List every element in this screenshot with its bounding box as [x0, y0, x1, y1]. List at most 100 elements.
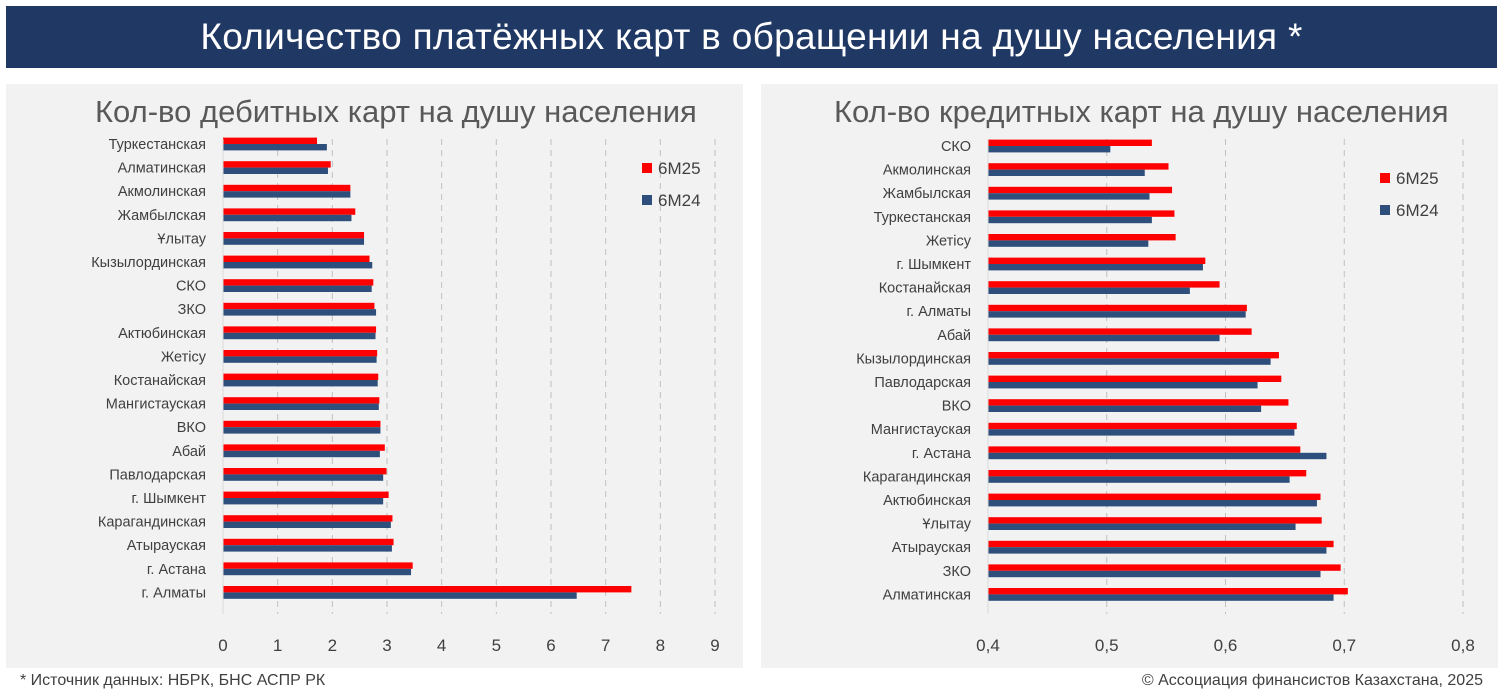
legend-label-6М25: 6М25: [1396, 169, 1439, 188]
legend-swatch-6М25: [1380, 173, 1390, 183]
category-label: ВКО: [177, 420, 206, 436]
category-label: Туркестанская: [109, 137, 206, 153]
bar-6М24: [223, 191, 351, 198]
legend-label-6М25: 6М25: [658, 159, 701, 178]
bar-6М24: [988, 547, 1327, 554]
bar-6М25: [223, 279, 374, 286]
bar-6М25: [223, 586, 632, 593]
bar-6М25: [988, 399, 1289, 406]
bar-6М25: [988, 422, 1297, 430]
category-label: Карагандинская: [98, 515, 206, 531]
bar-6М24: [988, 264, 1203, 271]
bar-6М24: [223, 427, 381, 434]
x-tick-label: 4: [437, 636, 446, 655]
bar-6М24: [223, 144, 327, 151]
bar-6М25: [988, 375, 1282, 382]
bar-6М24: [988, 287, 1190, 294]
category-label: Жетісу: [926, 233, 972, 249]
bar-6М25: [988, 446, 1301, 453]
bar-6М24: [988, 452, 1327, 460]
bar-6М25: [988, 281, 1220, 288]
bar-6М25: [988, 304, 1247, 312]
category-label: Павлодарская: [874, 375, 971, 391]
legend-swatch-6М24: [1380, 205, 1390, 215]
category-label: Жамбылская: [883, 186, 971, 202]
bar-6М25: [988, 564, 1341, 571]
category-label: Алматинская: [883, 587, 971, 603]
category-label: Жетісу: [161, 349, 207, 365]
bar-6М25: [988, 186, 1173, 194]
bar-6М25: [223, 137, 318, 144]
bar-6М24: [988, 169, 1145, 176]
category-label: г. Астана: [912, 446, 972, 462]
debit-chart: Кол-во дебитных карт на душу населения 0 1…: [91, 94, 720, 655]
credit-chart-panel: Кол-во кредитных карт на душу населения 0…: [761, 84, 1498, 668]
x-tick-label: 3: [382, 636, 391, 655]
category-label: г. Алматы: [142, 585, 207, 601]
debit-chart-panel: Кол-во дебитных карт на душу населения 0 1…: [6, 84, 743, 668]
x-tick-label: 0,8: [1451, 636, 1475, 655]
bar-6М25: [223, 208, 356, 215]
category-label: Ұлытау: [157, 231, 206, 247]
x-tick-label: 6: [546, 636, 555, 655]
category-label: Карагандинская: [863, 469, 971, 485]
bar-6М25: [223, 232, 365, 239]
bar-6М24: [223, 238, 365, 245]
bar-6М24: [988, 476, 1290, 483]
category-label: СКО: [941, 139, 971, 155]
bar-6М25: [988, 163, 1169, 170]
category-label: Абай: [172, 444, 206, 460]
bar-6М25: [223, 538, 394, 546]
category-label: Костанайская: [879, 281, 971, 297]
x-tick-label: 0,5: [1095, 636, 1119, 655]
bar-6М25: [988, 352, 1279, 359]
category-label: ВКО: [942, 399, 971, 415]
category-label: Костанайская: [114, 373, 206, 389]
bar-6М25: [988, 210, 1175, 217]
bar-6М24: [223, 498, 384, 505]
bar-6М24: [223, 285, 372, 292]
bar-6М24: [223, 521, 391, 528]
chart-title: Кол-во кредитных карт на душу населения: [834, 94, 1449, 129]
bar-6М24: [988, 500, 1317, 507]
legend-swatch-6М24: [642, 195, 652, 205]
category-label: Алматинская: [118, 161, 206, 177]
bar-6М25: [988, 328, 1252, 335]
bar-6М24: [988, 311, 1246, 318]
chart-title: Кол-во дебитных карт на душу населения: [95, 94, 697, 129]
bar-6М25: [988, 588, 1348, 595]
bar-6М24: [223, 474, 384, 481]
category-label: Павлодарская: [109, 467, 206, 483]
bar-6М24: [988, 570, 1321, 578]
x-tick-label: 7: [601, 636, 610, 655]
bar-6М24: [988, 334, 1220, 342]
bar-6М24: [223, 592, 577, 599]
legend-label-6М24: 6М24: [1396, 201, 1439, 220]
category-label: г. Шымкент: [132, 491, 207, 507]
bar-6М25: [223, 491, 389, 498]
bar-6М25: [223, 161, 331, 168]
x-tick-label: 0,6: [1214, 636, 1238, 655]
bar-6М25: [223, 184, 351, 192]
bar-6М25: [988, 257, 1206, 264]
category-label: Актюбинская: [118, 326, 206, 342]
legend-label-6М24: 6М24: [658, 191, 701, 210]
category-label: Ұлытау: [922, 517, 971, 533]
bar-6М25: [223, 255, 370, 262]
bar-6М25: [988, 517, 1322, 524]
x-tick-label: 0,7: [1332, 636, 1356, 655]
bar-6М24: [223, 403, 379, 410]
bar-6М24: [223, 545, 392, 552]
category-label: Акмолинская: [118, 184, 206, 200]
page-banner: Количество платёжных карт в обращении на…: [6, 6, 1497, 68]
bar-6М25: [988, 470, 1307, 477]
bar-6М25: [223, 302, 375, 310]
bar-6М25: [988, 540, 1334, 548]
bar-6М25: [223, 350, 378, 357]
bar-6М25: [223, 326, 377, 333]
bar-6М24: [988, 358, 1271, 365]
bar-6М24: [223, 167, 328, 174]
bar-6М25: [223, 444, 385, 451]
category-label: СКО: [176, 279, 206, 295]
source-note: * Источник данных: НБРК, БНС АСПР РК: [20, 672, 326, 689]
